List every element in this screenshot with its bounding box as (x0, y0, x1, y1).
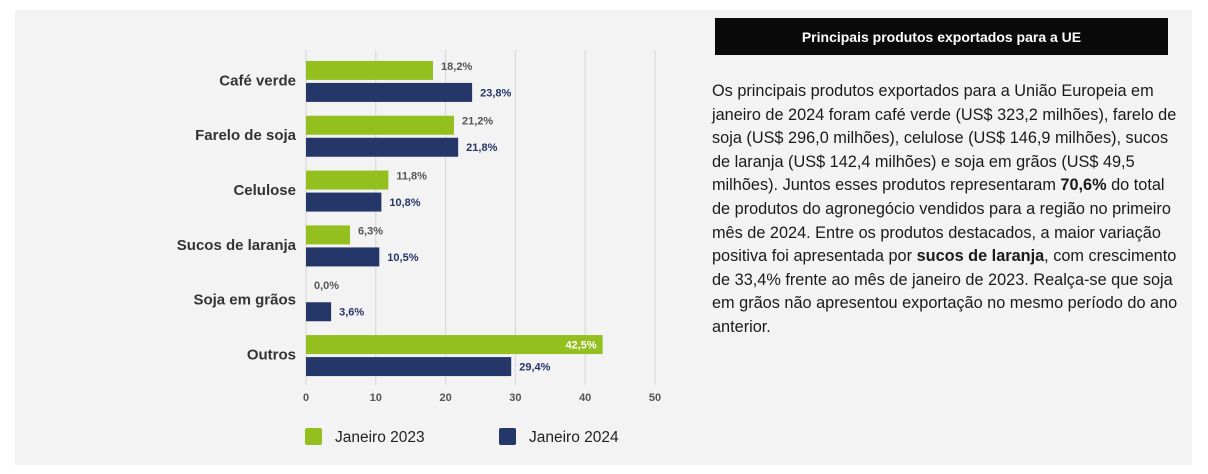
bar (306, 247, 380, 267)
bar (306, 225, 350, 245)
x-tick-label: 40 (579, 392, 591, 404)
value-label: 10,5% (387, 252, 418, 264)
value-label: 23,8% (480, 87, 511, 99)
panel-text: Os principais produtos exportados para a… (712, 80, 1180, 340)
panel-title: Principais produtos exportados para a UE (715, 18, 1168, 55)
bar (306, 335, 603, 355)
bar (306, 302, 332, 322)
text-segment: , com crescimento de 33,4% frente ao mês… (712, 247, 1178, 336)
legend-swatch (305, 428, 322, 445)
y-tick-label: Farelo de soja (195, 127, 297, 144)
bar (306, 192, 382, 212)
x-tick-label: 10 (370, 392, 382, 404)
text-segment: 70,6% (1060, 176, 1107, 195)
y-tick-label: Soja em grãos (193, 292, 296, 309)
bar (306, 170, 389, 190)
chart: 0 10 20 30 40 50 Café verde 18,2% 23,8% Farelo de… (177, 50, 661, 446)
bar (306, 60, 434, 80)
x-tick-label: 0 (303, 392, 309, 404)
value-label: 6,3% (358, 225, 383, 237)
y-tick-label: Sucos de laranja (177, 237, 297, 254)
bar (306, 137, 459, 157)
x-tick-label: 30 (509, 392, 521, 404)
text-segment: sucos de laranja (916, 247, 1045, 266)
x-tick-label: 20 (439, 392, 451, 404)
value-label: 0,0% (314, 280, 339, 292)
value-label: 21,2% (462, 116, 493, 128)
value-label: 21,8% (466, 142, 497, 154)
legend-label: Janeiro 2023 (335, 429, 425, 446)
bar (306, 115, 454, 135)
y-tick-label: Café verde (219, 72, 296, 89)
value-label: 11,8% (396, 170, 427, 182)
value-label: 3,6% (339, 307, 364, 319)
x-tick-label: 50 (649, 392, 661, 404)
bar (306, 82, 473, 102)
text-segment: do total de produtos do agronegócio vend… (712, 176, 1171, 266)
text-segment: Os principais produtos exportados para a… (712, 82, 1177, 195)
legend-label: Janeiro 2024 (529, 429, 619, 446)
y-tick-label: Celulose (233, 182, 296, 199)
background (15, 10, 1192, 465)
y-tick-label: Outros (247, 347, 296, 364)
legend-swatch (499, 428, 516, 445)
value-label: 10,8% (389, 197, 420, 209)
value-label: 18,2% (441, 61, 472, 73)
value-label: 42,5% (565, 339, 596, 351)
value-label: 29,4% (519, 361, 550, 373)
bar (306, 357, 512, 377)
